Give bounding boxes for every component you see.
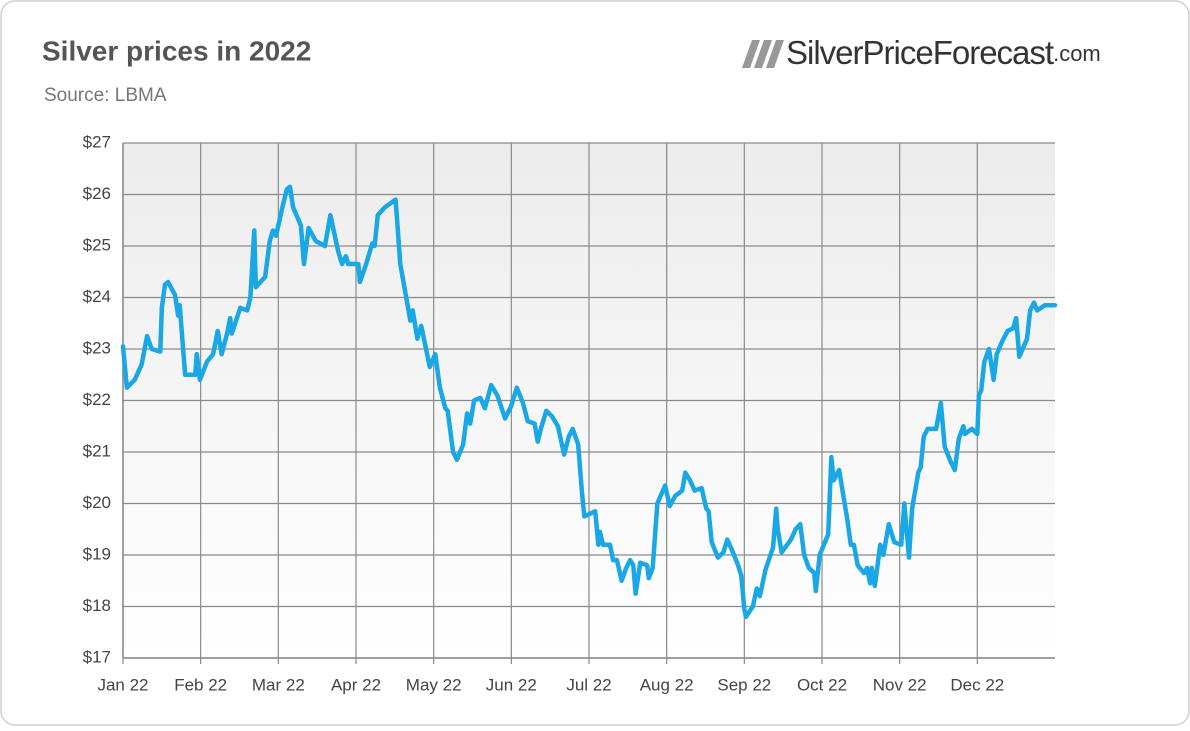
y-tick-label: $23: [83, 338, 111, 357]
price-line: [120, 184, 1058, 620]
x-tick-label: Sep 22: [717, 675, 771, 694]
x-tick-label: Apr 22: [331, 675, 381, 694]
x-tick-label: Jun 22: [486, 675, 537, 694]
chart-title: Silver prices in 2022: [42, 35, 311, 66]
brand-name-text: SilverPriceForecast: [786, 34, 1054, 71]
y-tick-label: $26: [83, 184, 111, 203]
y-tick-label: $27: [83, 132, 111, 151]
y-tick-label: $25: [83, 235, 111, 254]
logo-slash: [766, 40, 784, 68]
x-tick-label: Nov 22: [873, 675, 927, 694]
brand-suffix: .com: [1053, 41, 1101, 66]
x-tick-label: Feb 22: [174, 675, 227, 694]
x-tick-label: Mar 22: [252, 675, 305, 694]
x-tick-label: May 22: [406, 675, 462, 694]
x-tick-label: Aug 22: [640, 675, 694, 694]
y-tick-label: $22: [83, 390, 111, 409]
x-tick-label: Oct 22: [797, 675, 847, 694]
x-tick-label: Dec 22: [950, 675, 1004, 694]
chart-subtitle: Source: LBMA: [44, 85, 167, 106]
y-tick-label: $17: [83, 647, 111, 666]
y-tick-label: $19: [83, 544, 111, 563]
logo-slash: [742, 40, 760, 68]
brand-name: SilverPriceForecast.com: [786, 34, 1101, 71]
x-tick-label: Jul 22: [566, 675, 611, 694]
logo-slash: [754, 40, 772, 68]
brand-logo: SilverPriceForecast.com: [742, 34, 1101, 71]
y-tick-label: $20: [83, 493, 111, 512]
y-tick-label: $21: [83, 441, 111, 460]
y-tick-label: $18: [83, 596, 111, 615]
y-tick-label: $24: [83, 287, 111, 306]
x-tick-label: Jan 22: [97, 675, 148, 694]
